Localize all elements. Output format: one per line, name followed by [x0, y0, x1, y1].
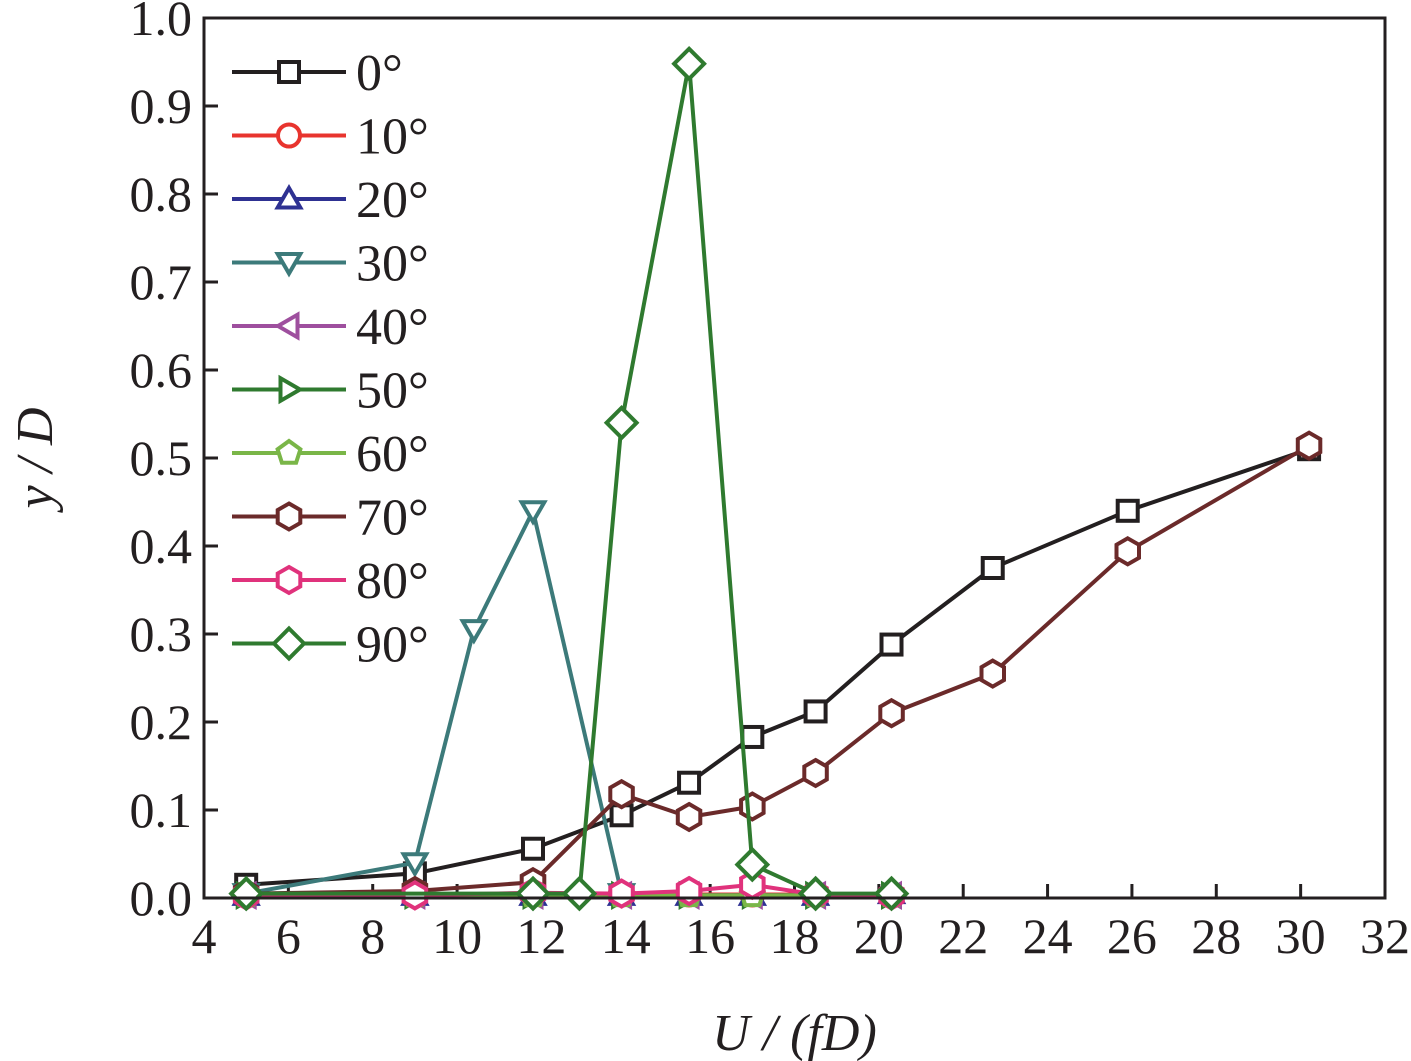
legend-marker: [275, 438, 303, 465]
legend-item: 80°: [232, 553, 429, 610]
data-point: [228, 875, 265, 912]
data-point: [873, 875, 910, 912]
legend-item: 50°: [232, 363, 429, 420]
y-tick-label: 0.0: [130, 870, 193, 926]
data-point: [400, 852, 430, 878]
legend-item: 0°: [232, 45, 403, 102]
data-point: [734, 846, 771, 883]
data-point: [675, 875, 703, 907]
x-axis-ticks: 4 6 8 10 12 14 16 18 20 22 24 26 28 30 32: [192, 884, 1410, 964]
data-point: [802, 757, 829, 789]
legend-label: 70°: [356, 490, 429, 547]
x-axis-title: U / (fD): [712, 1005, 877, 1061]
x-tick-label: 12: [516, 908, 566, 964]
y-axis-title: y / D: [7, 407, 64, 513]
x-tick-label: 20: [854, 908, 904, 964]
legend-marker: [276, 122, 302, 149]
data-point: [561, 875, 598, 912]
data-point: [515, 875, 551, 912]
legend-marker: [274, 252, 304, 278]
y-tick-label: 0.6: [130, 342, 193, 398]
legend-marker: [278, 374, 304, 405]
y-tick-label: 0.1: [130, 782, 193, 838]
data-point: [797, 875, 834, 912]
legend-item: 30°: [232, 236, 429, 293]
data-point: [520, 836, 545, 861]
legend-label: 60°: [356, 426, 429, 483]
legend-marker: [275, 564, 303, 596]
y-tick-label: 0.2: [130, 694, 193, 750]
data-point: [603, 404, 640, 441]
data-point: [879, 632, 904, 657]
y-tick-label: 0.9: [130, 78, 193, 134]
legend-label: 90°: [356, 617, 429, 674]
legend-marker: [274, 311, 300, 341]
plot-frame: [202, 16, 1387, 900]
legend-item: 70°: [232, 490, 429, 547]
series-9: [228, 45, 910, 912]
data-point: [1295, 430, 1323, 462]
x-tick-label: 4: [192, 908, 217, 964]
data-point: [803, 699, 828, 724]
data-point: [878, 697, 905, 729]
legend-marker: [274, 184, 304, 210]
legend-label: 30°: [356, 236, 429, 293]
legend-item: 20°: [232, 172, 429, 229]
y-tick-label: 0.4: [130, 518, 193, 574]
data-point: [608, 878, 635, 909]
y-tick-label: 0.8: [130, 166, 193, 222]
legend-label: 0°: [356, 45, 403, 102]
legend-label: 80°: [356, 553, 429, 610]
x-tick-label: 18: [770, 908, 820, 964]
x-tick-label: 32: [1360, 908, 1410, 964]
legend-item: 40°: [232, 299, 429, 356]
x-tick-label: 10: [432, 908, 482, 964]
legend-item: 60°: [232, 426, 429, 483]
y-axis-ticks: 0.0 0.1 0.2 0.3 0.4 0.5 0.6 0.7 0.8 0.9 1.0: [130, 0, 218, 926]
data-point: [1114, 535, 1141, 567]
data-point: [677, 770, 702, 795]
x-tick-label: 30: [1276, 908, 1326, 964]
x-tick-label: 14: [601, 908, 651, 964]
y-tick-label: 1.0: [130, 0, 193, 46]
data-point: [608, 778, 635, 810]
x-tick-label: 24: [1023, 908, 1073, 964]
legend-label: 40°: [356, 299, 429, 356]
legend-item: 90°: [232, 617, 429, 674]
data-point: [675, 801, 703, 833]
legend-label: 20°: [356, 172, 429, 229]
legend: 0° 10° 20° 30° 40° 50° 60° 70° 80° 90°: [232, 45, 429, 674]
data-point: [459, 619, 489, 645]
legend-marker: [277, 60, 301, 84]
x-tick-label: 6: [276, 908, 301, 964]
legend-item: 10°: [232, 109, 429, 166]
legend-label: 50°: [356, 363, 429, 420]
data-point: [518, 500, 548, 526]
x-tick-label: 28: [1191, 908, 1241, 964]
legend-marker: [275, 501, 303, 532]
legend-marker: [271, 625, 307, 662]
data-point: [739, 791, 766, 822]
x-tick-label: 16: [685, 908, 735, 964]
data-point: [980, 556, 1005, 580]
series-line: [246, 61, 892, 896]
x-tick-label: 22: [938, 908, 988, 964]
series-layer: [228, 45, 1323, 912]
x-tick-label: 26: [1107, 908, 1157, 964]
data-point: [979, 658, 1006, 689]
data-point: [671, 45, 707, 82]
x-tick-label: 8: [360, 908, 385, 964]
y-tick-label: 0.7: [130, 254, 193, 310]
data-point: [1115, 498, 1140, 523]
data-point: [740, 724, 765, 749]
y-tick-label: 0.3: [130, 606, 193, 662]
legend-label: 10°: [356, 109, 429, 166]
y-tick-label: 0.5: [130, 430, 193, 486]
